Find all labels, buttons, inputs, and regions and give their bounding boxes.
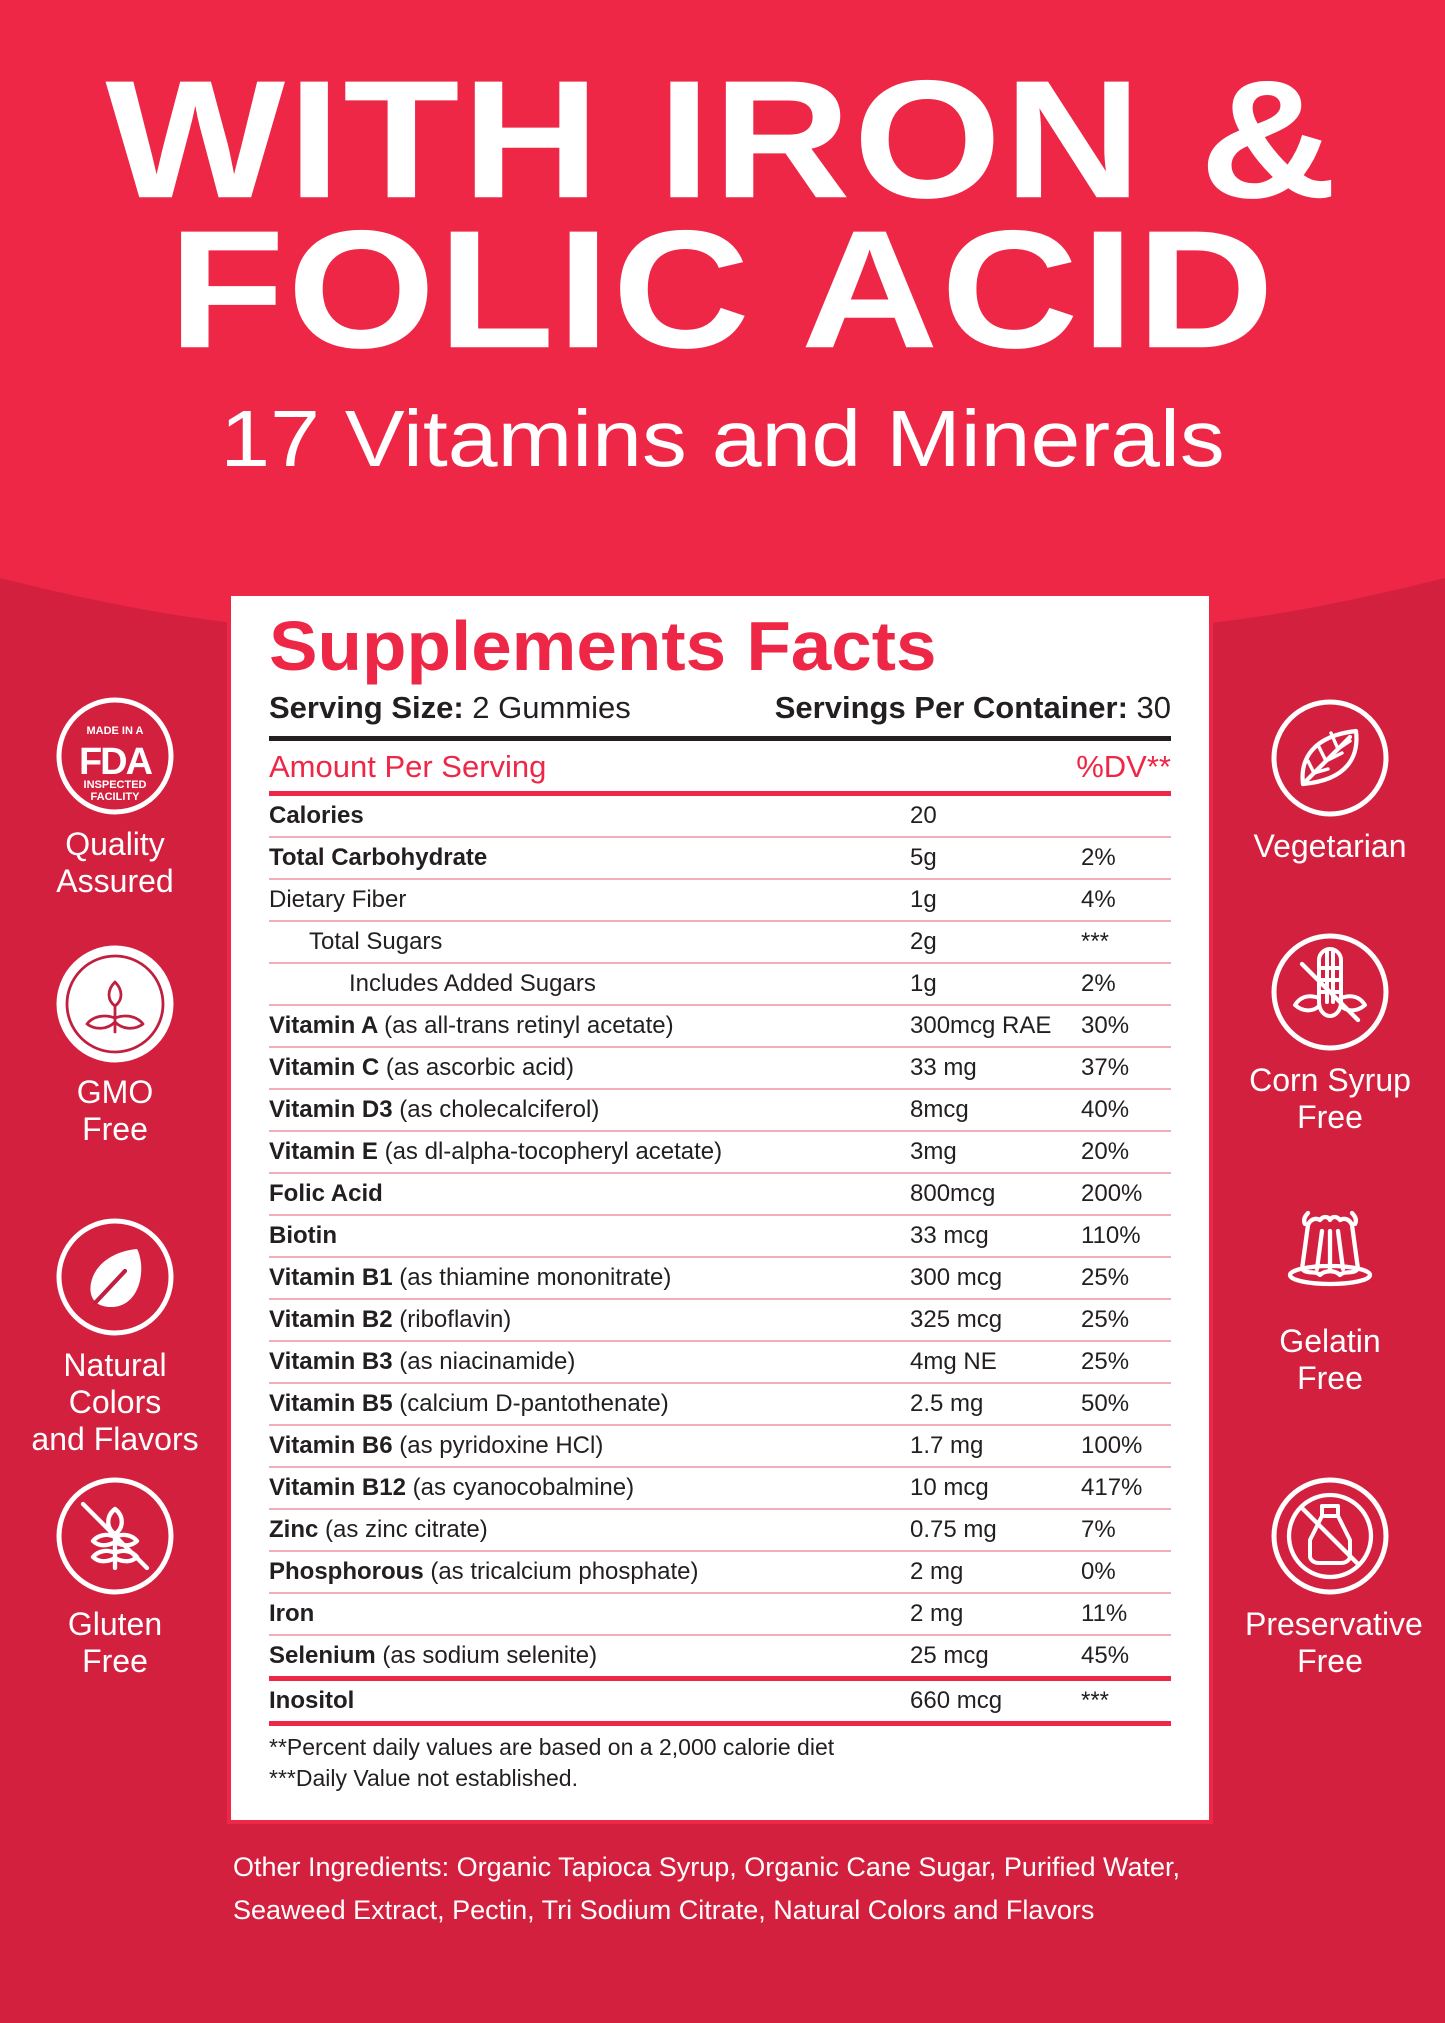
svg-text:FACILITY: FACILITY xyxy=(91,791,141,803)
svg-text:INSPECTED: INSPECTED xyxy=(84,779,147,791)
svg-text:MADE IN A: MADE IN A xyxy=(86,725,143,737)
svg-text:FDA: FDA xyxy=(79,741,153,783)
